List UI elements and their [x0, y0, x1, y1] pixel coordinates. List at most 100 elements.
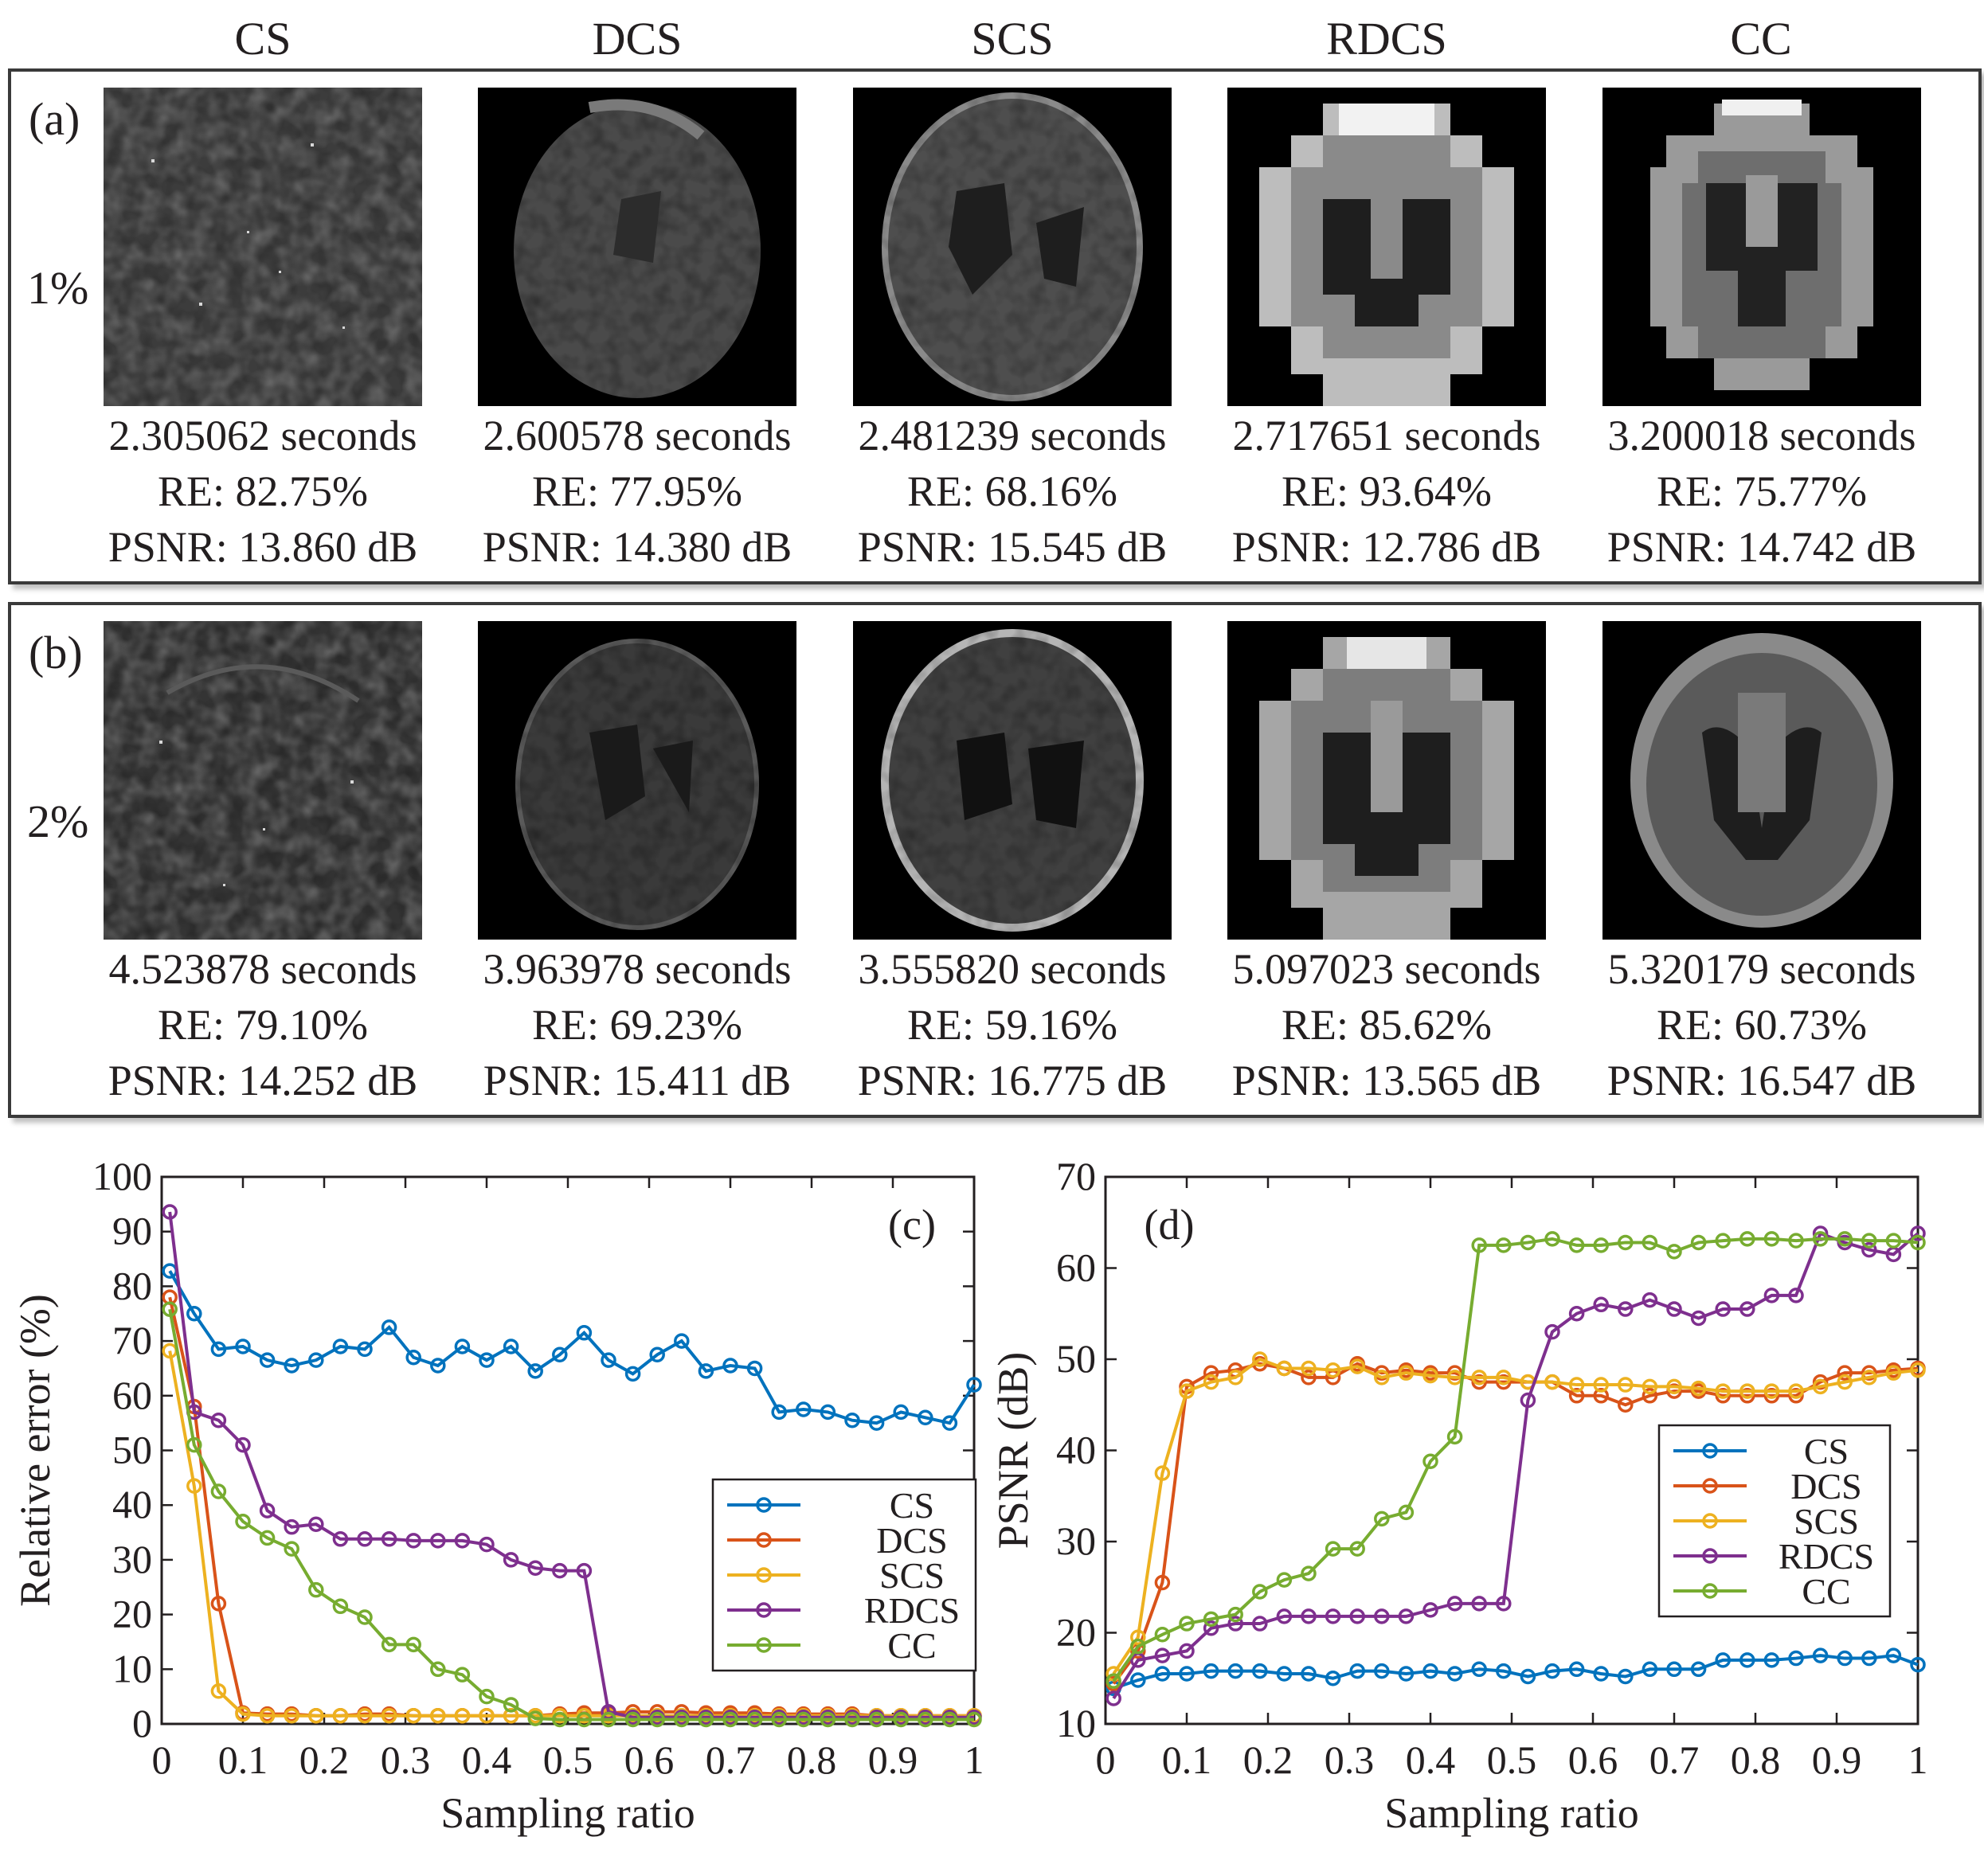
x-tick-label: 0.5	[1487, 1737, 1537, 1782]
data-point	[601, 1352, 616, 1368]
data-point	[381, 1636, 397, 1653]
data-point	[966, 1711, 982, 1728]
data-point	[918, 1409, 933, 1426]
data-point	[527, 1363, 543, 1379]
data-point	[1422, 1367, 1438, 1384]
data-point	[503, 1697, 519, 1713]
data-point	[1739, 1301, 1755, 1317]
data-point	[1618, 1668, 1634, 1685]
data-point	[1763, 1388, 1780, 1404]
data-point	[1690, 1234, 1707, 1251]
data-point	[381, 1707, 397, 1724]
legend-label: SCS	[879, 1555, 945, 1596]
panel-label: (d)	[1145, 1201, 1195, 1249]
stats-cc-a: 3.200018 seconds RE: 75.77% PSNR: 14.742…	[1575, 408, 1949, 575]
runtime-value: 3.200018 seconds	[1607, 412, 1916, 459]
data-point	[1861, 1365, 1877, 1381]
x-tick-label: 0.3	[381, 1737, 431, 1782]
data-point	[1715, 1652, 1731, 1668]
data-point	[235, 1339, 251, 1354]
data-point	[1788, 1650, 1804, 1667]
data-point	[1374, 1608, 1390, 1624]
legend-label: CC	[1802, 1571, 1850, 1612]
data-point	[162, 1263, 178, 1279]
relative-error-chart: 0 0.1 0.2 0.3 0.4 0.5 0.6 0.7 0.8 0.9 101020304050…	[11, 1154, 984, 1837]
runtime-value: 2.717651 seconds	[1232, 412, 1541, 459]
runtime-value: 2.481239 seconds	[858, 412, 1167, 459]
data-point	[405, 1349, 421, 1366]
data-point	[893, 1711, 909, 1728]
data-point	[1179, 1666, 1195, 1682]
y-tick-label: 30	[1056, 1518, 1096, 1563]
data-point	[1105, 1673, 1121, 1689]
data-point	[1861, 1650, 1877, 1667]
data-point	[1837, 1231, 1853, 1247]
legend-marker	[1702, 1548, 1718, 1564]
stats-dcs-b: 3.963978 seconds RE: 69.23% PSNR: 15.411…	[450, 941, 824, 1108]
panel-a: (a) 1%	[8, 68, 1982, 584]
legend-label: CS	[1804, 1431, 1849, 1471]
data-point	[1398, 1608, 1415, 1624]
data-point	[1398, 1504, 1415, 1521]
data-point	[210, 1483, 227, 1499]
legend-label: DCS	[1790, 1466, 1861, 1507]
data-point	[1154, 1574, 1171, 1591]
data-point	[1349, 1663, 1365, 1679]
x-tick-label: 1	[1908, 1737, 1928, 1782]
column-header-dcs: DCS	[592, 13, 683, 64]
data-point	[601, 1711, 616, 1728]
data-point	[430, 1358, 446, 1374]
data-point	[332, 1707, 349, 1724]
relative-error-value: RE: 68.16%	[907, 467, 1117, 515]
reconstruction-image-rdcs-b	[1227, 621, 1546, 940]
data-point	[820, 1711, 836, 1728]
panel-label-b: (b)	[29, 627, 83, 678]
stats-rdcs-a: 2.717651 seconds RE: 93.64% PSNR: 12.786…	[1199, 408, 1574, 575]
data-point	[454, 1707, 471, 1724]
data-point	[259, 1352, 276, 1368]
x-axis-label: Sampling ratio	[1384, 1789, 1638, 1837]
data-point	[1325, 1608, 1341, 1624]
data-point	[1496, 1237, 1512, 1253]
data-point	[1227, 1616, 1243, 1632]
data-point	[503, 1707, 519, 1724]
x-tick-label: 0.7	[706, 1737, 756, 1782]
relative-error-value: RE: 93.64%	[1282, 467, 1492, 515]
data-point	[1446, 1365, 1463, 1381]
y-tick-label: 80	[112, 1263, 152, 1307]
data-point	[1715, 1233, 1731, 1249]
stats-cc-b: 5.320179 seconds RE: 60.73% PSNR: 16.547…	[1575, 941, 1949, 1108]
data-point	[966, 1377, 982, 1393]
series-line	[168, 1308, 974, 1722]
data-point	[1739, 1231, 1755, 1247]
psnr-value: PSNR: 16.775 dB	[857, 1057, 1168, 1104]
x-tick-label: 0	[1096, 1737, 1116, 1782]
data-point	[430, 1707, 446, 1724]
data-point	[1203, 1365, 1219, 1381]
data-point	[1885, 1233, 1902, 1249]
data-point	[1446, 1428, 1463, 1445]
y-tick-label: 40	[1056, 1428, 1096, 1472]
y-tick-label: 0	[132, 1701, 152, 1745]
data-point	[1422, 1602, 1438, 1618]
series-rdcs	[162, 1204, 982, 1726]
data-point	[186, 1478, 202, 1494]
data-point	[1788, 1233, 1804, 1249]
y-tick-label: 100	[92, 1154, 152, 1198]
data-point	[844, 1711, 860, 1728]
legend-label: RDCS	[864, 1590, 960, 1631]
data-point	[576, 1325, 593, 1341]
reconstruction-image-scs-b	[853, 621, 1172, 940]
data-point	[1520, 1392, 1536, 1409]
series-line	[168, 1350, 974, 1718]
data-point	[1642, 1388, 1658, 1404]
x-tick-label: 0.5	[543, 1737, 593, 1782]
data-point	[1544, 1231, 1560, 1247]
y-tick-label: 40	[112, 1482, 152, 1526]
relative-error-value: RE: 75.77%	[1657, 467, 1867, 515]
data-point	[1227, 1606, 1243, 1623]
data-point	[1837, 1365, 1853, 1381]
data-point	[357, 1707, 373, 1724]
x-tick-label: 0.6	[1568, 1737, 1618, 1782]
data-point	[1203, 1620, 1219, 1636]
